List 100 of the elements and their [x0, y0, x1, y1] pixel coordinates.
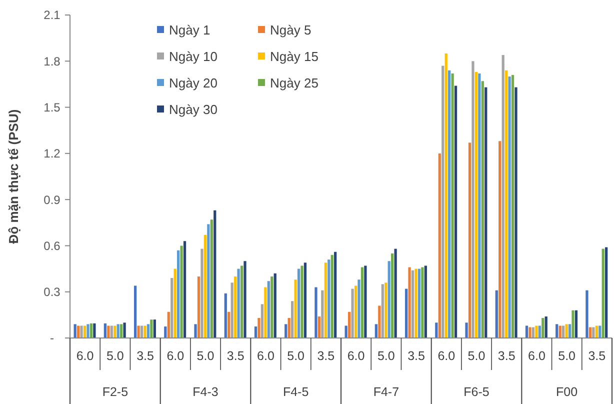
bar	[197, 276, 200, 338]
y-tick-label: 1.5	[44, 100, 61, 114]
bar	[114, 326, 116, 338]
bar	[556, 324, 558, 338]
bar	[598, 326, 602, 338]
bar	[421, 267, 424, 338]
bar	[177, 250, 180, 338]
bar	[297, 268, 300, 338]
bar	[294, 280, 297, 338]
bar	[110, 326, 113, 338]
y-tick-label: 0.3	[44, 285, 61, 300]
bar	[144, 326, 146, 338]
bar	[438, 153, 441, 338]
bar	[150, 320, 153, 338]
bar	[321, 290, 324, 338]
bar	[207, 224, 210, 338]
bar	[328, 260, 330, 338]
x-tick-label: 3.5	[498, 349, 516, 363]
bar	[334, 252, 337, 338]
bar	[153, 320, 156, 338]
bar	[592, 327, 595, 338]
x-tick-label: 5.0	[196, 349, 214, 363]
bar	[574, 310, 578, 338]
bar	[414, 268, 418, 338]
bar	[454, 86, 458, 338]
bar	[254, 326, 258, 338]
bar	[258, 318, 260, 338]
bar	[495, 290, 498, 338]
bar	[602, 248, 604, 338]
bar	[511, 74, 514, 338]
bar	[314, 287, 318, 338]
bar	[484, 87, 488, 338]
bar	[381, 284, 384, 338]
bar	[586, 290, 588, 338]
bar	[448, 70, 451, 338]
bar	[528, 327, 532, 338]
bar	[270, 276, 274, 338]
bar	[354, 286, 358, 338]
y-tick-label: 1.8	[44, 54, 61, 68]
bar	[230, 282, 234, 338]
bar	[444, 53, 448, 338]
bar	[267, 281, 270, 338]
bar	[542, 318, 544, 338]
bar	[595, 326, 598, 338]
bar	[498, 141, 502, 338]
bar	[90, 323, 93, 338]
bar	[565, 324, 568, 338]
bar	[474, 72, 478, 338]
bar	[93, 323, 96, 338]
x-tick-label: 6.0	[347, 349, 365, 363]
bar	[535, 326, 538, 338]
bar	[324, 262, 327, 338]
bar	[210, 220, 213, 338]
bar	[525, 326, 528, 338]
legend-label: Ngày 30	[169, 102, 218, 118]
bar	[244, 261, 246, 338]
bar	[351, 288, 354, 338]
bar	[318, 316, 321, 338]
bar	[442, 66, 444, 338]
bar	[451, 73, 454, 338]
bar	[391, 253, 394, 338]
bar	[505, 70, 508, 338]
x-tick-label: 3.5	[588, 349, 606, 363]
x-tick-label: 6.0	[76, 349, 94, 363]
bar	[411, 270, 414, 338]
bar	[472, 61, 474, 338]
bar	[408, 267, 411, 338]
bar	[468, 142, 472, 338]
x-tick-label: 6.0	[257, 349, 274, 363]
bar	[558, 326, 562, 338]
legend-label: Ngày 1	[169, 22, 210, 38]
bar	[424, 266, 427, 338]
text: F6-5	[464, 385, 490, 399]
y-tick-label: 1.2	[44, 146, 61, 161]
x-tick-label: 3.5	[226, 349, 244, 363]
bar	[134, 286, 137, 338]
bar	[348, 312, 351, 338]
bar	[478, 73, 481, 338]
bar	[140, 326, 144, 338]
bar	[502, 54, 504, 338]
bar	[194, 324, 197, 338]
bar	[418, 268, 421, 338]
text: F4-5	[282, 385, 309, 399]
x-tick-label: 3.5	[317, 349, 335, 363]
text: F4-3	[192, 385, 218, 399]
bar	[435, 322, 438, 338]
legend-label: Ngày 10	[169, 49, 218, 64]
legend-label: Ngày 15	[270, 49, 318, 64]
x-tick-label: 6.0	[166, 349, 184, 363]
text: F4-7	[373, 385, 400, 399]
bar	[568, 324, 572, 338]
bar	[360, 267, 364, 338]
x-tick-label: 3.5	[408, 349, 426, 363]
y-tick-label: 0.6	[44, 238, 61, 253]
bar	[264, 287, 267, 338]
y-tick-label: 0.9	[44, 192, 61, 207]
bar	[330, 254, 334, 338]
bar	[200, 248, 204, 338]
bar	[588, 327, 592, 338]
text: F00	[556, 385, 578, 399]
